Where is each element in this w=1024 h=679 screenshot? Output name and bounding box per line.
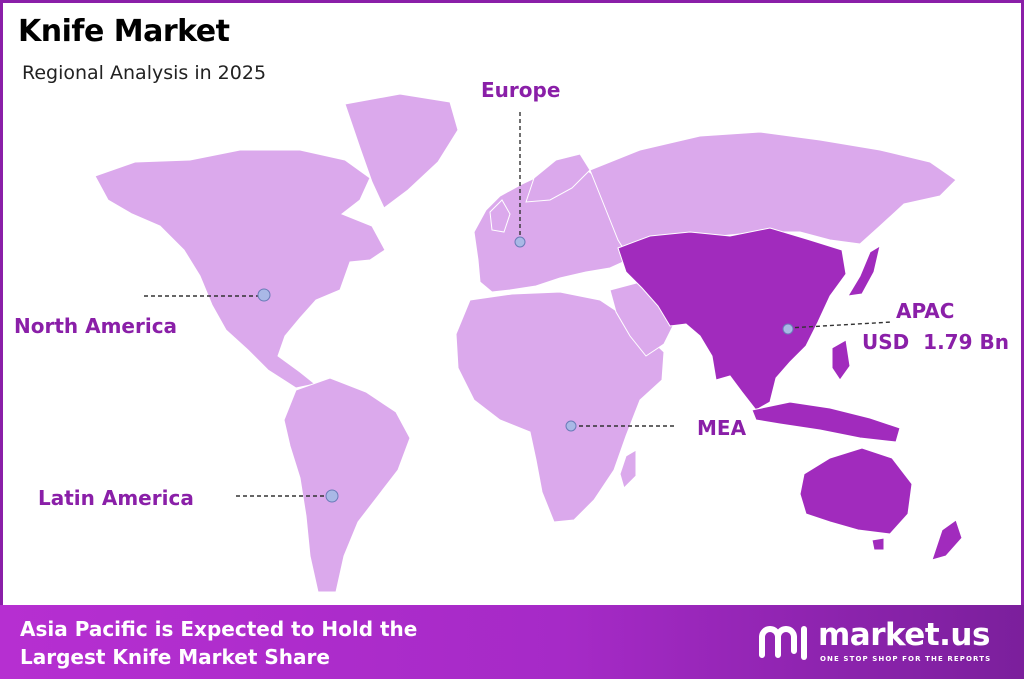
- north-america-marker: [257, 288, 271, 302]
- scandinavia-landmass: [525, 153, 591, 203]
- region-label-north-america: North America: [14, 314, 178, 338]
- logo-name: market.us: [818, 617, 990, 653]
- page-title: Knife Market: [18, 14, 230, 49]
- tasmania-landmass: [871, 537, 885, 551]
- region-label-latin-america: Latin America: [38, 486, 194, 510]
- footer-headline: Asia Pacific is Expected to Hold the Lar…: [20, 615, 417, 671]
- footer-line-1: Asia Pacific is Expected to Hold the: [20, 617, 418, 641]
- philippines-landmass: [831, 339, 851, 381]
- madagascar-landmass: [619, 449, 637, 489]
- indonesia-landmass: [751, 401, 901, 443]
- mea-marker: [565, 420, 577, 432]
- region-value-apac: USD 1.79 Bn: [862, 330, 1009, 354]
- greenland-landmass: [344, 93, 459, 209]
- europe-marker: [514, 236, 526, 248]
- north-america-landmass: [94, 149, 386, 389]
- latin-america-marker: [325, 489, 339, 503]
- africa-landmass: [455, 291, 665, 523]
- australia-landmass: [799, 447, 913, 535]
- region-label-apac: APAC: [896, 299, 955, 323]
- page-subtitle: Regional Analysis in 2025: [22, 62, 267, 84]
- japan-landmass: [847, 244, 881, 297]
- apac-landmass: [617, 227, 847, 411]
- apac-marker: [782, 323, 794, 335]
- logo-tagline: ONE STOP SHOP FOR THE REPORTS: [820, 655, 992, 663]
- uk-landmass: [489, 199, 511, 233]
- new-zealand-landmass: [931, 519, 963, 561]
- region-label-europe: Europe: [481, 78, 561, 102]
- market-us-logo-icon: [759, 626, 807, 660]
- region-label-mea: MEA: [697, 416, 747, 440]
- south-america-landmass: [283, 377, 411, 593]
- apac-leader: [787, 321, 893, 329]
- footer-banner: Asia Pacific is Expected to Hold the Lar…: [0, 605, 1024, 679]
- footer-line-2: Largest Knife Market Share: [20, 645, 330, 669]
